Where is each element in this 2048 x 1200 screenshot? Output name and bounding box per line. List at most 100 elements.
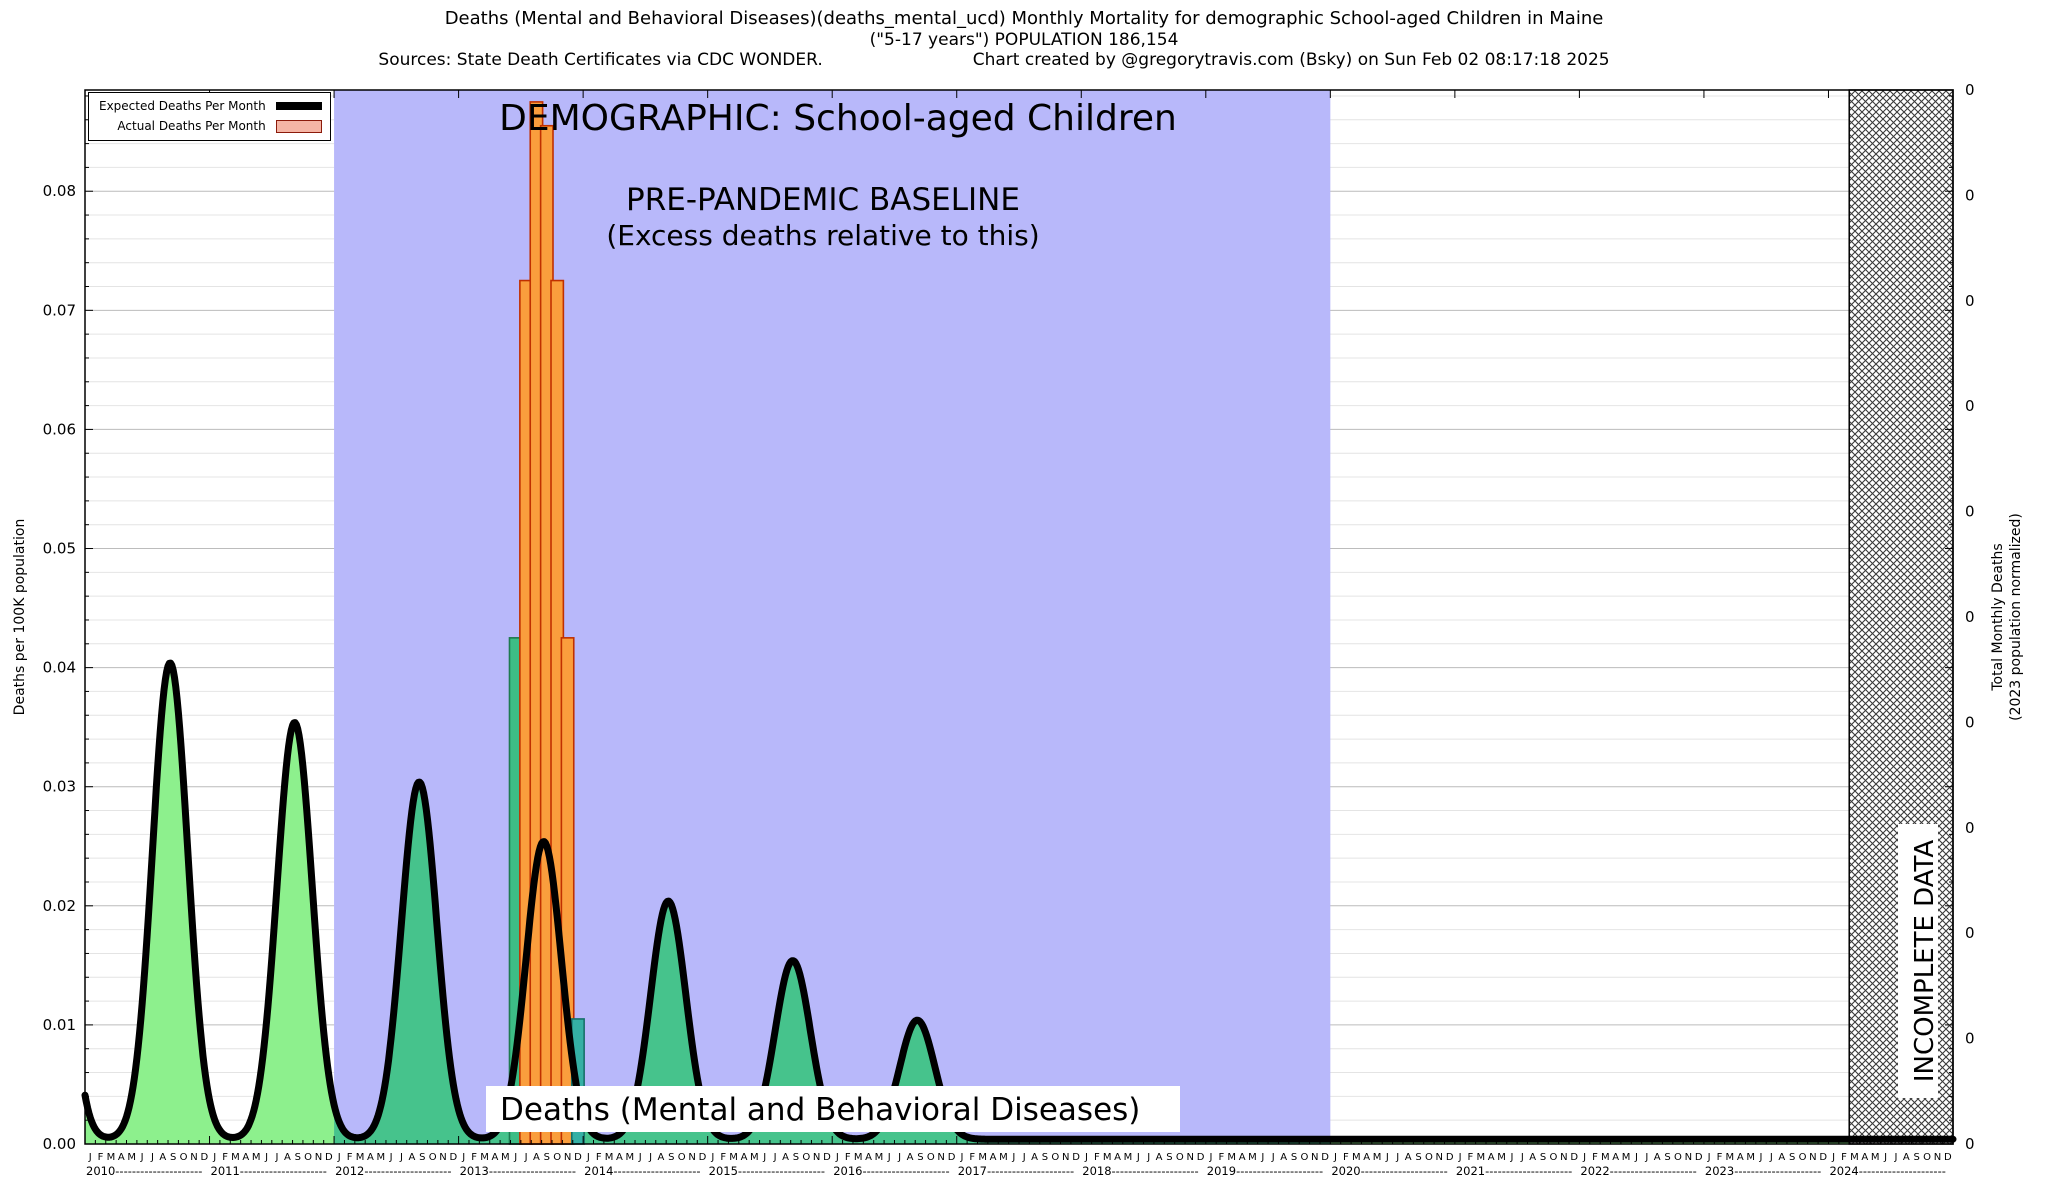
month-tick-label: S <box>1166 1152 1172 1163</box>
left-ylabel-group: Deaths per 100K population <box>12 519 28 716</box>
month-tick-label: J <box>524 1152 528 1163</box>
month-tick-label: F <box>1717 1152 1723 1163</box>
month-tick-label: N <box>1685 1152 1692 1163</box>
expected-deaths-line <box>81 659 1957 1143</box>
month-tick-label: J <box>140 1152 144 1163</box>
year-label: 2016--------------------- <box>833 1164 949 1178</box>
month-tick-label: N <box>190 1152 197 1163</box>
month-tick-label: A <box>118 1152 125 1163</box>
month-tick-label: J <box>513 1152 517 1163</box>
month-tick-label: N <box>1560 1152 1567 1163</box>
month-tick-label: M <box>252 1152 261 1163</box>
month-tick-label: F <box>1841 1152 1847 1163</box>
month-tick-label: A <box>1114 1152 1121 1163</box>
month-tick-label: M <box>480 1152 489 1163</box>
month-tick-label: F <box>471 1152 477 1163</box>
year-label: 2013--------------------- <box>460 1164 576 1178</box>
month-tick-label: M <box>875 1152 884 1163</box>
month-tick-label: M <box>729 1152 738 1163</box>
month-tick-label: J <box>959 1152 963 1163</box>
month-tick-label: S <box>668 1152 674 1163</box>
month-tick-label: D <box>823 1152 831 1163</box>
y2-axis-tick-label: 0 <box>1965 1030 1975 1048</box>
month-tick-label: O <box>429 1152 437 1163</box>
month-tick-label: A <box>741 1152 748 1163</box>
month-tick-label: N <box>1934 1152 1941 1163</box>
month-tick-label: J <box>1707 1152 1711 1163</box>
y-axis-tick-label: 0.00 <box>43 1135 76 1153</box>
month-tick-label: J <box>1509 1152 1513 1163</box>
y2-axis-tick-label: 0 <box>1965 819 1975 837</box>
month-tick-label: A <box>907 1152 914 1163</box>
month-tick-label: M <box>1871 1152 1880 1163</box>
year-label: 2018--------------------- <box>1082 1164 1198 1178</box>
month-tick-label: N <box>315 1152 322 1163</box>
annotation-baseline-subtitle: (Excess deaths relative to this) <box>606 219 1039 252</box>
month-tick-label: O <box>1923 1152 1931 1163</box>
month-tick-label: N <box>937 1152 944 1163</box>
month-tick-label: A <box>1280 1152 1287 1163</box>
pre-pandemic-baseline-region <box>334 90 1331 1144</box>
month-tick-label: J <box>897 1152 901 1163</box>
y2-axis-tick-label: 0 <box>1965 81 1975 99</box>
month-tick-label: N <box>564 1152 571 1163</box>
month-tick-label: M <box>1497 1152 1506 1163</box>
year-label: 2021--------------------- <box>1456 1164 1572 1178</box>
y-axis-tick-label: 0.04 <box>43 659 76 677</box>
month-tick-label: M <box>1601 1152 1610 1163</box>
y-axis-label-right-line2: (2023 population normalized) <box>2008 513 2024 721</box>
month-tick-label: J <box>586 1152 590 1163</box>
month-tick-label: J <box>1893 1152 1897 1163</box>
month-tick-label: J <box>762 1152 766 1163</box>
month-tick-label: D <box>1446 1152 1454 1163</box>
month-tick-label: J <box>461 1152 465 1163</box>
month-tick-label: D <box>1321 1152 1329 1163</box>
month-tick-label: S <box>1291 1152 1297 1163</box>
legend-row-actual: Actual Deaths Per Month <box>99 116 322 136</box>
month-tick-label: A <box>616 1152 623 1163</box>
month-tick-label: J <box>835 1152 839 1163</box>
month-tick-label: O <box>802 1152 810 1163</box>
month-tick-label: A <box>865 1152 872 1163</box>
month-tick-label: A <box>242 1152 249 1163</box>
legend: Expected Deaths Per Month Actual Deaths … <box>88 92 331 141</box>
month-tick-label: M <box>1850 1152 1859 1163</box>
month-tick-label: M <box>127 1152 136 1163</box>
month-tick-label: J <box>1146 1152 1150 1163</box>
credit-note: Chart created by @gregorytravis.com (Bsk… <box>972 50 1610 70</box>
month-tick-label: J <box>1769 1152 1773 1163</box>
month-tick-label: J <box>1136 1152 1140 1163</box>
right-ylabel-group-line2: (2023 population normalized) <box>2008 513 2024 721</box>
month-tick-label: D <box>574 1152 582 1163</box>
month-tick-label: S <box>295 1152 301 1163</box>
month-tick-label: A <box>1612 1152 1619 1163</box>
year-label: 2020--------------------- <box>1331 1164 1447 1178</box>
axis-labels: 0.00 0.01 0.02 0.03 0.04 0.05 0.06 0.07 0.08 0 0 0 0… <box>43 81 1975 1178</box>
month-tick-label: J <box>1395 1152 1399 1163</box>
legend-row-expected: Expected Deaths Per Month <box>99 96 322 116</box>
month-tick-label: M <box>1746 1152 1755 1163</box>
month-tick-label: N <box>813 1152 820 1163</box>
month-tick-label: A <box>1363 1152 1370 1163</box>
month-tick-label: F <box>222 1152 228 1163</box>
month-tick-label: A <box>990 1152 997 1163</box>
annotation-cause-of-death: Deaths (Mental and Behavioral Diseases) <box>500 1092 1140 1128</box>
month-tick-label: J <box>1759 1152 1763 1163</box>
month-tick-label: F <box>347 1152 353 1163</box>
sources-note: Sources: State Death Certificates via CD… <box>378 50 823 70</box>
month-tick-label: M <box>1248 1152 1257 1163</box>
month-tick-label: M <box>1103 1152 1112 1163</box>
chart-subtitle: ("5-17 years") POPULATION 186,154 <box>869 30 1179 50</box>
y2-axis-tick-label: 0 <box>1965 608 1975 626</box>
month-tick-label: J <box>1209 1152 1213 1163</box>
month-tick-label: M <box>1227 1152 1236 1163</box>
month-tick-label: J <box>1883 1152 1887 1163</box>
month-tick-label: F <box>1094 1152 1100 1163</box>
month-tick-label: J <box>1084 1152 1088 1163</box>
month-tick-label: S <box>917 1152 923 1163</box>
month-tick-label: O <box>1799 1152 1807 1163</box>
month-tick-label: F <box>1218 1152 1224 1163</box>
month-tick-label: F <box>1468 1152 1474 1163</box>
month-tick-label: J <box>648 1152 652 1163</box>
